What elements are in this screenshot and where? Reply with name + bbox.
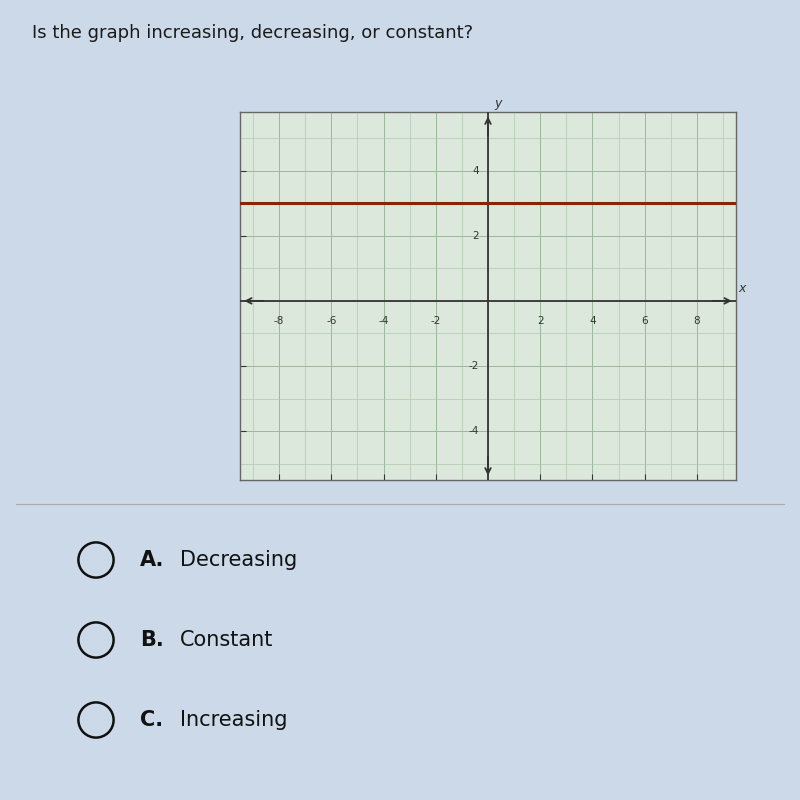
- Text: 2: 2: [537, 315, 543, 326]
- Text: -6: -6: [326, 315, 337, 326]
- Text: y: y: [494, 98, 502, 110]
- Text: C.: C.: [140, 710, 163, 730]
- Text: -2: -2: [469, 361, 479, 371]
- Text: -8: -8: [274, 315, 284, 326]
- Text: A.: A.: [140, 550, 164, 570]
- Text: x: x: [738, 282, 746, 295]
- Text: -4: -4: [469, 426, 479, 436]
- Text: 6: 6: [642, 315, 648, 326]
- Text: 4: 4: [472, 166, 479, 176]
- Text: Increasing: Increasing: [180, 710, 287, 730]
- Text: 4: 4: [589, 315, 596, 326]
- Text: Constant: Constant: [180, 630, 274, 650]
- Text: B.: B.: [140, 630, 164, 650]
- Text: Is the graph increasing, decreasing, or constant?: Is the graph increasing, decreasing, or …: [32, 24, 473, 42]
- Text: -4: -4: [378, 315, 389, 326]
- Text: 8: 8: [694, 315, 700, 326]
- Text: -2: -2: [430, 315, 441, 326]
- Text: 2: 2: [472, 230, 479, 241]
- Text: Decreasing: Decreasing: [180, 550, 298, 570]
